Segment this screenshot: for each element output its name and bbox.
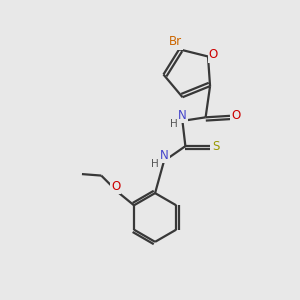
Text: H: H	[170, 119, 178, 130]
Text: N: N	[160, 149, 168, 162]
Text: H: H	[151, 159, 159, 169]
Text: O: O	[111, 180, 120, 193]
Text: Br: Br	[169, 35, 182, 48]
Text: O: O	[231, 109, 241, 122]
Text: S: S	[212, 140, 219, 153]
Text: O: O	[209, 49, 218, 62]
Text: N: N	[178, 109, 187, 122]
